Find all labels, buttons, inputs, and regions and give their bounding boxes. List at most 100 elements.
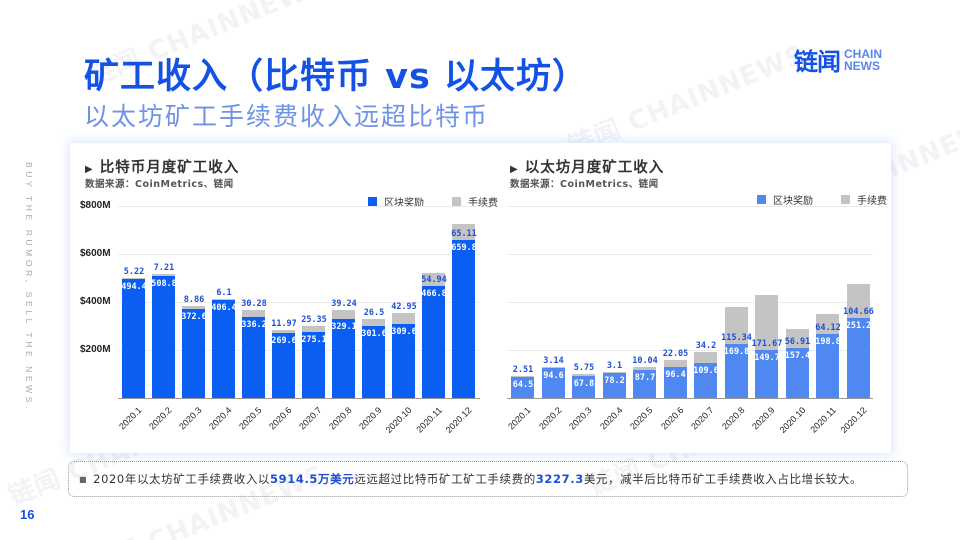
x-tick-label: 2020.2 [537, 405, 564, 432]
legend-item-fee: 手续费 [841, 192, 887, 207]
x-tick-label: 2020.7 [297, 405, 325, 432]
btc-chart-title: ▶ 比特币月度矿工收入 [85, 156, 239, 177]
btc-chart-source: 数据来源：CoinMetrics、链闻 [85, 179, 234, 190]
legend-swatch-icon [368, 197, 377, 206]
legend-label: 区块奖励 [773, 196, 813, 207]
note-highlight: 3227.3 [535, 472, 584, 486]
block-reward-value-label: 659.8 [451, 242, 477, 253]
fee-value-label: 34.2 [695, 340, 717, 351]
x-tick-label: 2020.9 [750, 405, 778, 432]
bar-segment-block-reward [816, 334, 839, 398]
gridline [118, 206, 480, 207]
bar-2020.11: 64.12 198.8 [815, 313, 841, 398]
block-reward-value-label: 466.8 [421, 288, 447, 299]
gridline [118, 254, 480, 255]
x-tick-label: 2020.8 [720, 405, 747, 432]
block-reward-value-label: 251.2 [845, 320, 872, 331]
gridline [507, 254, 873, 255]
gridline [507, 302, 873, 303]
fee-value-label: 171.67 [751, 339, 783, 350]
side-slogan: BUY THE RUMOR, SELL THE NEWS. [24, 162, 34, 413]
bar-segment-block-reward [452, 239, 475, 398]
y-tick-label: $400M [80, 296, 111, 307]
bar-2020.11: 54.94 466.8 [421, 272, 447, 398]
x-tick-label: 2020.10 [383, 405, 415, 436]
legend-label: 区块奖励 [384, 198, 424, 209]
fee-value-label: 8.86 [183, 295, 205, 306]
legend-item-fee: 手续费 [452, 194, 498, 209]
eth-plot-area: 2.51 64.5 2020.1 3.14 94.6 2020.2 5.75 67.8 2020… [507, 206, 874, 435]
legend-swatch-icon [841, 195, 850, 204]
fee-value-label: 26.5 [363, 308, 385, 319]
btc-plot-area: 5.22 494.4 2020.1 7.21 508.8 2020.2 8.86 372.6 2… [118, 206, 480, 435]
x-tick-label: 2020.1 [506, 405, 534, 432]
block-reward-value-label: 494.4 [121, 282, 147, 293]
x-tick-label: 2020.5 [237, 405, 265, 432]
fee-value-label: 64.12 [815, 323, 841, 334]
bar-2020.2: 3.14 94.6 [541, 356, 565, 398]
bar-2020.5: 10.04 87.7 [632, 356, 658, 398]
block-reward-value-label: 96.4 [665, 370, 686, 381]
note-text: 2020年以太坊矿工手续费收入以 [93, 472, 271, 486]
fee-value-label: 6.1 [216, 288, 232, 298]
bar-segment-block-reward [602, 372, 626, 398]
block-reward-value-label: 78.2 [604, 375, 625, 386]
bullet-icon: ■ [79, 474, 88, 484]
gridline [118, 350, 480, 351]
x-tick-label: 2020.5 [628, 405, 656, 432]
x-tick-label: 2020.4 [207, 405, 235, 432]
bar-segment-fee [422, 272, 445, 286]
bar-2020.8: 115.34 169.8 [721, 306, 752, 398]
block-reward-value-label: 87.7 [634, 372, 656, 383]
block-reward-value-label: 329.1 [331, 322, 357, 332]
legend-item-block-reward: 区块奖励 [757, 192, 813, 207]
bar-segment-block-reward [846, 317, 870, 398]
bar-segment-fee [846, 284, 870, 318]
bar-segment-fee [785, 329, 809, 348]
fee-value-label: 3.1 [606, 360, 623, 371]
bar-segment-block-reward [755, 350, 778, 398]
fee-value-label: 25.35 [301, 314, 327, 325]
block-reward-value-label: 169.8 [723, 346, 750, 357]
bar-segment-fee [602, 371, 626, 373]
block-reward-value-label: 269.6 [271, 336, 297, 347]
bar-segment-block-reward [724, 343, 748, 398]
logo-en-text: CHAIN NEWS [844, 48, 882, 72]
page-number: 16 [20, 507, 35, 522]
block-reward-value-label: 336.2 [241, 320, 267, 331]
bar-segment-fee [816, 313, 839, 335]
gridline [118, 302, 480, 303]
bar-segment-fee [272, 330, 295, 334]
bar-segment-fee [392, 313, 415, 324]
logo-en-line1: CHAIN [844, 46, 882, 61]
block-reward-value-label: 275.1 [301, 334, 327, 345]
block-reward-value-label: 372.6 [181, 311, 207, 322]
block-reward-value-label: 67.8 [573, 379, 595, 390]
legend-swatch-icon [757, 195, 766, 204]
charts-card: ▶ 比特币月度矿工收入 数据来源：CoinMetrics、链闻 区块奖励 手续费 … [70, 143, 891, 453]
bar-segment-block-reward [541, 367, 565, 398]
x-tick-label: 2020.10 [777, 405, 808, 436]
summary-note: ■ 2020年以太坊矿工手续费收入以 5914.5万美元 远远超过比特币矿工矿工手续… [68, 461, 908, 497]
x-tick-label: 2020.9 [357, 405, 385, 432]
block-reward-value-label: 406.4 [211, 303, 237, 314]
y-tick-label: $200M [80, 344, 111, 355]
x-tick-label: 2020.7 [689, 405, 717, 432]
block-reward-value-label: 94.6 [543, 370, 564, 381]
fee-value-label: 5.75 [573, 363, 595, 374]
bar-segment-fee [242, 310, 265, 318]
btc-legend: 区块奖励 手续费 [368, 194, 498, 209]
fee-value-label: 54.94 [421, 274, 447, 285]
fee-value-label: 115.34 [721, 332, 752, 343]
x-tick-label: 2020.12 [443, 405, 475, 436]
bar-segment-fee [452, 224, 475, 240]
x-tick-label: 2020.8 [327, 405, 355, 432]
btc-chart-title-text: 比特币月度矿工收入 [99, 160, 240, 176]
triangle-right-icon: ▶ [510, 164, 519, 175]
x-axis-line [118, 398, 480, 399]
bar-2020.3: 8.86 372.6 [181, 295, 207, 398]
y-tick-label: $600M [80, 248, 111, 259]
x-axis-line [507, 398, 873, 399]
bar-segment-fee [362, 319, 385, 326]
bar-segment-block-reward [633, 369, 656, 398]
